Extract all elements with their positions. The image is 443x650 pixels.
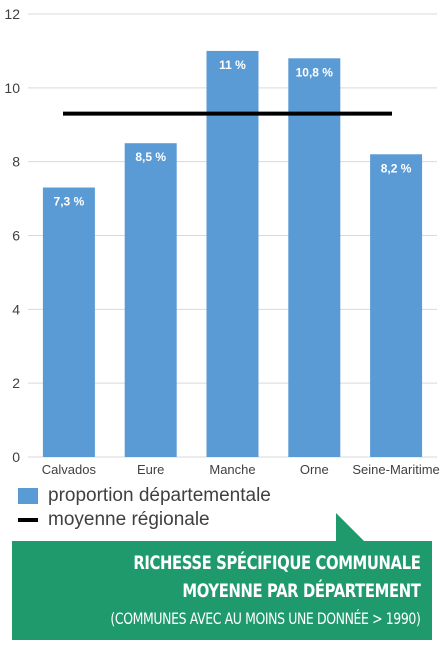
legend-item-bar: proportion départementale — [18, 484, 271, 508]
data-label: 8,2 % — [381, 161, 412, 175]
y-tick-label: 10 — [4, 80, 20, 96]
caption-banner: Richesse spécifique communale moyenne pa… — [12, 541, 432, 640]
legend-item-line: moyenne régionale — [18, 508, 271, 532]
legend-swatch-bar — [18, 488, 38, 504]
x-category-label: Orne — [300, 462, 329, 477]
data-label: 8,5 % — [135, 150, 166, 164]
y-tick-label: 4 — [12, 301, 20, 317]
x-category-label: Seine-Maritime — [352, 462, 439, 477]
y-tick-label: 8 — [12, 154, 20, 170]
data-labels: 7,3 % 8,5 % 11 % 10,8 % 8,2 % — [54, 58, 412, 209]
y-tick-label: 6 — [12, 228, 20, 244]
bar-chart: 0 2 4 6 8 10 12 7,3 % 8,5 % 11 % 10,8 % 8,2 % Calv… — [4, 6, 440, 477]
x-category-label: Manche — [209, 462, 255, 477]
legend-swatch-line — [18, 518, 38, 522]
bar — [42, 187, 95, 457]
x-axis-categories: Calvados Eure Manche Orne Seine-Maritime — [42, 462, 440, 477]
y-tick-label: 12 — [4, 6, 20, 22]
banner-pointer — [336, 513, 364, 541]
x-category-label: Eure — [137, 462, 164, 477]
legend-label-bar: proportion départementale — [48, 485, 271, 506]
bar — [370, 154, 423, 458]
data-label: 10,8 % — [296, 65, 334, 79]
banner-title-line1: Richesse spécifique communale — [132, 552, 420, 574]
data-label: 11 % — [219, 58, 246, 72]
x-category-label: Calvados — [42, 462, 97, 477]
legend: proportion départementale moyenne région… — [18, 484, 271, 532]
banner-subtitle: (communes avec au moins une donnée > 199… — [109, 609, 420, 628]
banner-title-line2: moyenne par département — [181, 580, 420, 602]
y-axis-ticks: 0 2 4 6 8 10 12 — [4, 6, 20, 465]
y-tick-label: 2 — [12, 375, 20, 391]
bar — [124, 143, 177, 458]
bar — [206, 50, 259, 458]
bar — [288, 58, 341, 458]
y-tick-label: 0 — [12, 449, 20, 465]
data-label: 7,3 % — [54, 195, 85, 209]
banner-text: Richesse spécifique communale moyenne pa… — [23, 549, 420, 633]
legend-label-line: moyenne régionale — [48, 509, 210, 530]
bars — [42, 50, 423, 458]
